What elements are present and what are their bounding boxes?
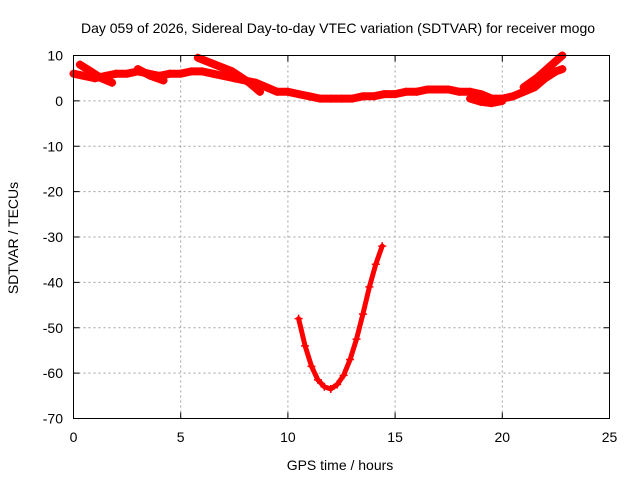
y-tick-label: -70	[43, 411, 63, 427]
data-point	[337, 94, 346, 103]
data-point	[165, 69, 174, 78]
data-point	[133, 65, 142, 74]
y-tick-label: -10	[43, 138, 63, 154]
data-point	[401, 87, 410, 96]
data-point	[412, 87, 421, 96]
data-point	[532, 74, 541, 83]
data-point	[326, 94, 335, 103]
series-line-branch-a	[75, 60, 117, 87]
data-point	[256, 87, 265, 96]
data-point	[333, 380, 342, 389]
data-point	[219, 71, 228, 80]
data-point	[433, 85, 442, 94]
data-point	[75, 60, 84, 69]
x-axis-label: GPS time / hours	[287, 457, 394, 473]
data-point	[146, 71, 155, 80]
data-point	[339, 371, 348, 380]
data-point	[391, 90, 400, 99]
y-tick-label: 0	[55, 93, 63, 109]
data-point	[294, 90, 303, 99]
data-point	[301, 341, 310, 350]
data-marks	[69, 51, 567, 394]
data-point	[378, 242, 387, 251]
y-tick-label: -60	[43, 365, 63, 381]
data-point	[423, 85, 432, 94]
data-point	[313, 375, 322, 384]
data-point	[365, 282, 374, 291]
data-point	[509, 92, 518, 101]
x-tick-label: 20	[495, 429, 511, 445]
data-point	[455, 87, 464, 96]
data-point	[466, 87, 475, 96]
x-tick-label: 10	[280, 429, 296, 445]
data-point	[519, 83, 528, 92]
data-point	[176, 69, 185, 78]
data-point	[476, 90, 485, 99]
y-axis-label: SDTVAR / TECUs	[5, 182, 21, 294]
data-point	[558, 65, 567, 74]
data-point	[108, 78, 117, 87]
data-point	[80, 71, 89, 80]
y-tick-label: 10	[47, 48, 63, 64]
data-point	[358, 310, 367, 319]
data-point	[262, 83, 271, 92]
series-line-dip	[296, 243, 385, 392]
data-point	[551, 67, 560, 76]
data-point	[545, 62, 554, 71]
data-point	[211, 60, 220, 69]
data-point	[320, 382, 329, 391]
data-point	[97, 74, 106, 83]
data-point	[123, 69, 132, 78]
data-point	[273, 87, 282, 96]
data-point	[86, 67, 95, 76]
data-point	[307, 362, 316, 371]
data-point	[305, 92, 314, 101]
data-point	[371, 260, 380, 269]
y-tick-labels: 10 0 -10 -20 -30 -40 -50 -60 -70	[43, 48, 63, 427]
data-point	[352, 335, 361, 344]
data-point	[159, 76, 168, 85]
x-tick-label: 15	[387, 429, 403, 445]
data-point	[245, 78, 254, 87]
data-point	[348, 94, 357, 103]
data-point	[369, 92, 378, 101]
grid-lines	[73, 55, 610, 419]
chart-title: Day 059 of 2026, Sidereal Day-to-day VTE…	[81, 20, 595, 36]
data-point	[283, 87, 292, 96]
data-point	[294, 314, 303, 323]
data-point	[187, 67, 196, 76]
series-line-branch-d	[466, 94, 507, 108]
data-point	[112, 69, 121, 78]
y-tick-label: -40	[43, 274, 63, 290]
y-tick-label: -50	[43, 320, 63, 336]
data-point	[228, 67, 237, 76]
data-point	[380, 90, 389, 99]
series-line-branch-e	[519, 51, 567, 92]
axis-ticks	[73, 55, 610, 419]
data-point	[326, 385, 335, 394]
data-point	[358, 92, 367, 101]
x-tick-label: 25	[602, 429, 618, 445]
data-point	[476, 97, 485, 106]
data-point	[346, 355, 355, 364]
y-tick-label: -20	[43, 184, 63, 200]
y-tick-label: -30	[43, 229, 63, 245]
x-tick-label: 0	[70, 429, 78, 445]
data-point	[198, 67, 207, 76]
data-point	[487, 99, 496, 108]
data-point	[316, 94, 325, 103]
data-point	[498, 96, 507, 105]
data-point	[466, 94, 475, 103]
x-tick-label: 5	[177, 429, 185, 445]
x-tick-labels: 0 5 10 15 20 25	[70, 429, 618, 445]
data-point	[208, 69, 217, 78]
data-point	[444, 85, 453, 94]
